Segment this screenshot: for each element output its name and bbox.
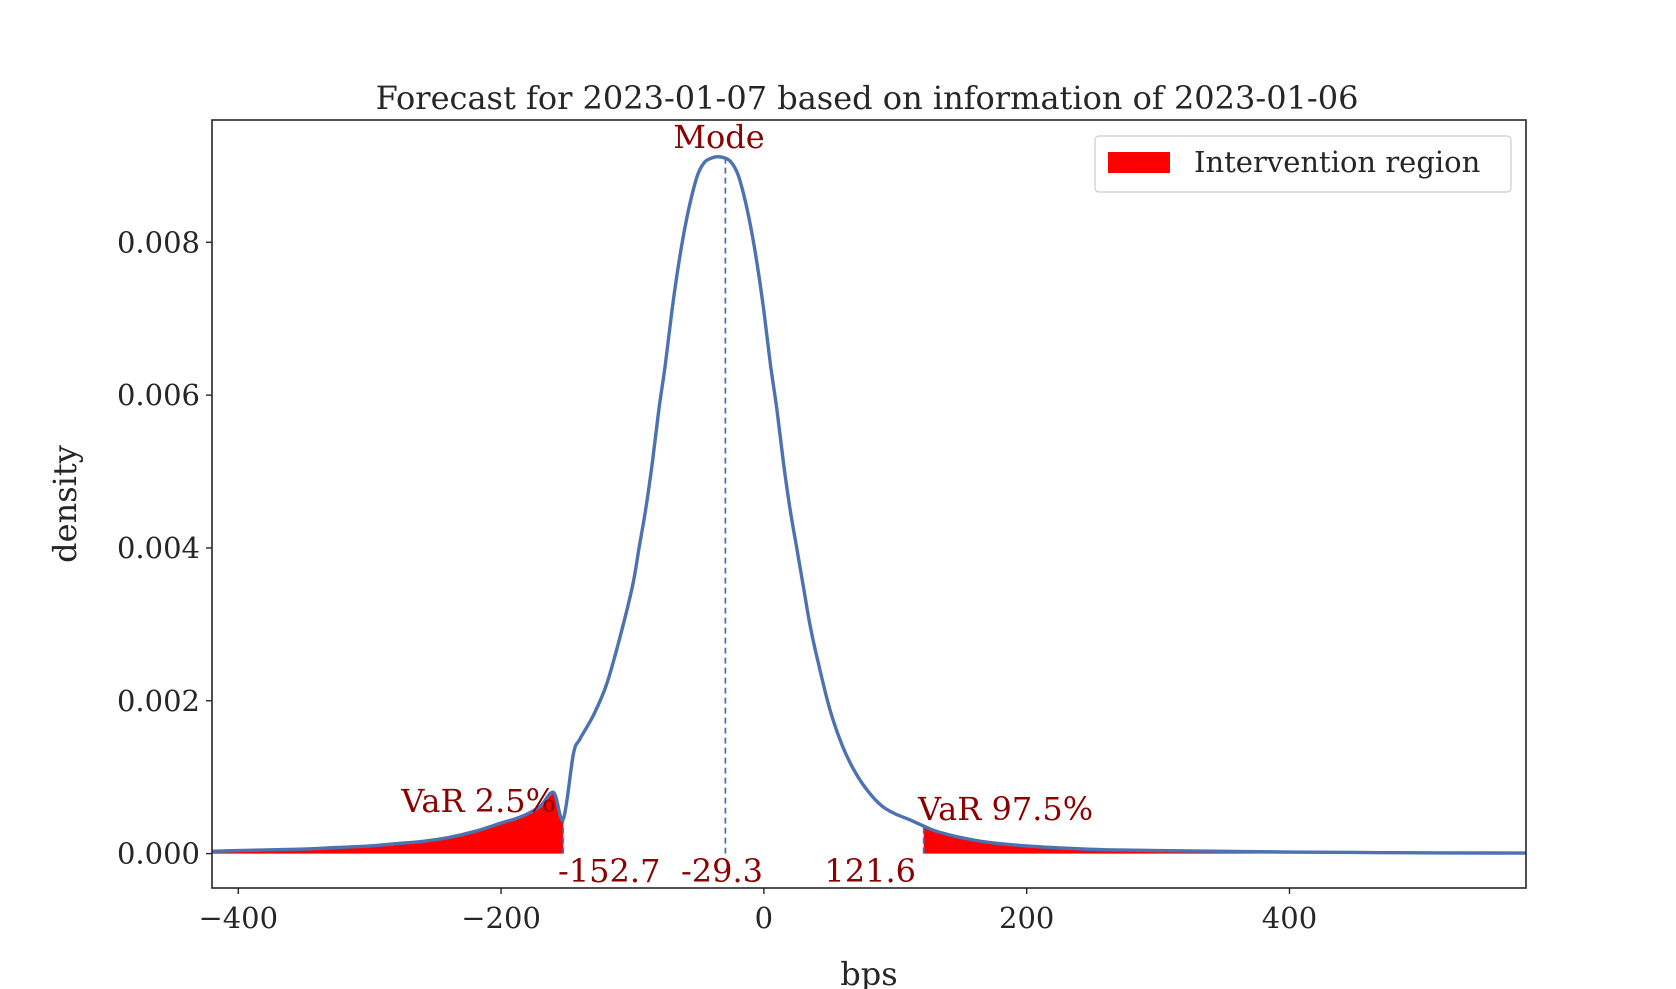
legend: Intervention region — [1094, 135, 1512, 193]
intervention-region-left — [212, 792, 564, 854]
x-axis-label: bps — [840, 955, 897, 989]
y-tick-label: 0.000 — [117, 837, 200, 871]
chart-title: Forecast for 2023-01-07 based on informa… — [376, 79, 1359, 117]
x-tick-label: −400 — [198, 901, 278, 935]
plot-area — [211, 120, 1527, 888]
x-tick-label: 200 — [999, 901, 1054, 935]
y-axis-ticks: 0.000 0.002 0.004 0.006 0.008 — [117, 225, 212, 871]
intervention-regions — [212, 792, 1526, 854]
density-curve-layer — [211, 154, 1527, 855]
plot-frame — [211, 119, 1527, 889]
mode-value: -29.3 — [681, 852, 763, 890]
y-tick-label: 0.006 — [117, 378, 200, 412]
intervention-region-right — [923, 826, 1526, 854]
legend-label-intervention: Intervention region — [1194, 145, 1480, 179]
x-axis-ticks: −400 −200 0 200 400 — [198, 888, 1317, 935]
legend-swatch-intervention — [1108, 152, 1170, 173]
y-tick-label: 0.002 — [117, 684, 200, 718]
mode-label: Mode — [673, 118, 764, 156]
y-axis-label: density — [46, 445, 84, 563]
var-high-value: 121.6 — [824, 852, 916, 890]
y-tick-label: 0.004 — [117, 531, 200, 565]
var-low-label: VaR 2.5% — [400, 782, 556, 820]
x-tick-label: 0 — [755, 901, 773, 935]
var-high-label: VaR 97.5% — [917, 790, 1093, 828]
x-tick-label: 400 — [1262, 901, 1317, 935]
reference-lines — [562, 156, 925, 854]
x-tick-label: −200 — [461, 901, 541, 935]
var-low-value: -152.7 — [558, 852, 660, 890]
y-tick-label: 0.008 — [117, 225, 200, 259]
legend-frame — [1094, 135, 1512, 193]
plot-background — [212, 120, 1526, 888]
density-curve — [211, 154, 1527, 855]
